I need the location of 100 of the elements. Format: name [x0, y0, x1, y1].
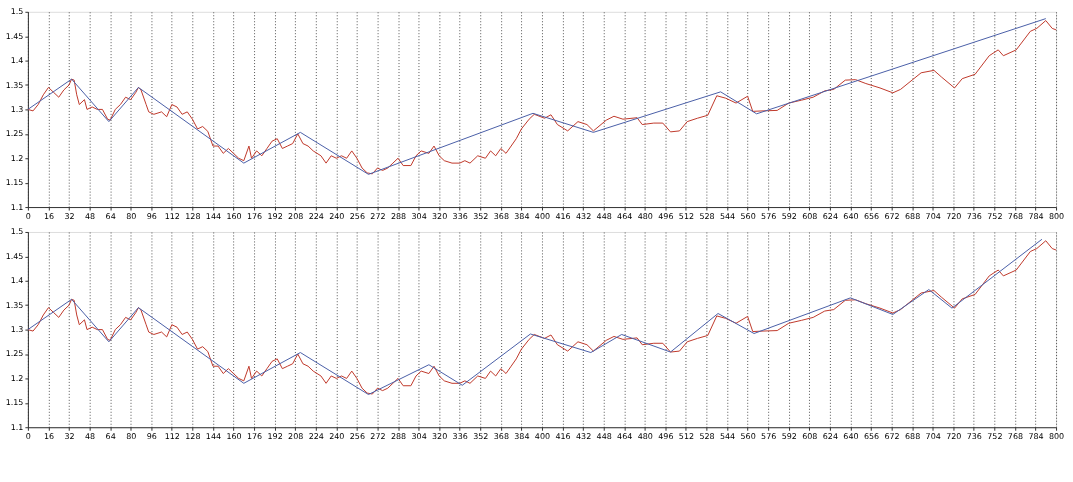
- x-tick-label: 576: [761, 431, 777, 441]
- x-tick-label: 800: [1048, 431, 1065, 441]
- x-tick-label: 672: [884, 211, 900, 221]
- x-tick-label: 480: [637, 431, 653, 441]
- x-tick-label: 400: [534, 431, 551, 441]
- x-tick-label: 368: [493, 211, 509, 221]
- x-tick-label: 304: [411, 431, 427, 441]
- x-tick-label: 64: [105, 431, 116, 441]
- x-tick-label: 608: [802, 211, 818, 221]
- x-tick-label: 336: [452, 211, 468, 221]
- x-tick-label: 448: [596, 431, 612, 441]
- x-tick-label: 656: [863, 431, 880, 441]
- x-tick-label: 48: [85, 431, 96, 441]
- x-tick-label: 720: [946, 431, 962, 441]
- x-tick-label: 464: [617, 211, 633, 221]
- x-tick-label: 208: [288, 211, 304, 221]
- y-tick-label: 1.2: [10, 153, 24, 163]
- x-tick-label: 672: [884, 431, 900, 441]
- x-tick-label: 80: [126, 431, 137, 441]
- x-tick-label: 160: [226, 431, 242, 441]
- y-tick-label: 1.25: [5, 129, 24, 139]
- y-tick-label: 1.45: [5, 251, 24, 261]
- x-tick-label: 624: [822, 211, 838, 221]
- y-tick-label: 1.5: [10, 227, 24, 237]
- x-tick-label: 192: [267, 431, 283, 441]
- x-tick-label: 768: [1007, 211, 1024, 221]
- x-tick-label: 624: [822, 431, 838, 441]
- y-tick-label: 1.15: [5, 398, 24, 408]
- x-tick-label: 496: [658, 431, 674, 441]
- x-tick-label: 304: [411, 211, 427, 221]
- y-tick-label: 1.35: [5, 300, 24, 310]
- x-tick-label: 272: [370, 431, 386, 441]
- x-tick-label: 160: [226, 211, 242, 221]
- y-tick-label: 1.1: [10, 202, 24, 212]
- x-tick-label: 144: [205, 431, 222, 441]
- x-tick-label: 784: [1028, 431, 1044, 441]
- x-tick-label: 640: [843, 211, 859, 221]
- x-tick-label: 528: [699, 211, 715, 221]
- x-tick-label: 512: [678, 211, 695, 221]
- x-tick-label: 112: [164, 211, 180, 221]
- x-tick-label: 480: [637, 211, 653, 221]
- x-tick-label: 720: [946, 211, 962, 221]
- x-tick-label: 288: [390, 431, 407, 441]
- x-tick-label: 512: [678, 431, 695, 441]
- x-tick-label: 240: [329, 211, 345, 221]
- x-tick-label: 352: [473, 431, 489, 441]
- x-tick-label: 192: [267, 211, 283, 221]
- y-tick-label: 1.25: [5, 349, 24, 359]
- x-tick-label: 752: [987, 211, 1003, 221]
- x-tick-label: 384: [514, 211, 530, 221]
- x-tick-label: 128: [185, 431, 201, 441]
- x-tick-label: 368: [493, 431, 509, 441]
- x-tick-label: 416: [555, 431, 571, 441]
- x-tick-label: 400: [534, 211, 551, 221]
- x-tick-label: 96: [146, 431, 157, 441]
- y-tick-label: 1.5: [10, 7, 24, 17]
- x-tick-label: 112: [164, 431, 180, 441]
- x-tick-label: 640: [843, 431, 859, 441]
- x-tick-label: 448: [596, 211, 612, 221]
- x-tick-label: 688: [905, 431, 921, 441]
- x-tick-label: 416: [555, 211, 571, 221]
- x-tick-label: 48: [85, 211, 96, 221]
- x-tick-label: 208: [288, 431, 304, 441]
- x-tick-label: 256: [349, 431, 366, 441]
- x-tick-label: 784: [1028, 211, 1044, 221]
- x-tick-label: 608: [802, 431, 818, 441]
- x-tick-label: 592: [781, 431, 797, 441]
- x-tick-label: 176: [246, 431, 263, 441]
- x-tick-label: 224: [308, 431, 324, 441]
- x-tick-label: 752: [987, 431, 1003, 441]
- x-tick-label: 768: [1007, 431, 1024, 441]
- x-tick-label: 576: [761, 211, 777, 221]
- x-tick-label: 272: [370, 211, 386, 221]
- x-tick-label: 0: [25, 211, 31, 221]
- x-tick-label: 352: [473, 211, 489, 221]
- x-tick-label: 432: [576, 431, 592, 441]
- x-tick-label: 128: [185, 211, 201, 221]
- y-tick-label: 1.35: [5, 80, 24, 90]
- x-tick-label: 336: [452, 431, 468, 441]
- y-tick-label: 1.4: [10, 276, 24, 286]
- y-tick-label: 1.3: [10, 104, 24, 114]
- x-tick-label: 736: [966, 431, 982, 441]
- x-tick-label: 704: [925, 431, 941, 441]
- x-tick-label: 384: [514, 431, 530, 441]
- x-tick-label: 96: [146, 211, 157, 221]
- x-tick-label: 592: [781, 211, 797, 221]
- x-tick-label: 528: [699, 431, 715, 441]
- x-tick-label: 240: [329, 431, 345, 441]
- y-tick-label: 1.15: [5, 178, 24, 188]
- x-tick-label: 288: [390, 211, 407, 221]
- x-tick-label: 496: [658, 211, 674, 221]
- x-tick-label: 432: [576, 211, 592, 221]
- x-tick-label: 16: [43, 211, 55, 221]
- x-tick-label: 736: [966, 211, 982, 221]
- x-tick-label: 320: [432, 431, 448, 441]
- y-tick-label: 1.4: [10, 56, 24, 66]
- x-tick-label: 32: [64, 211, 75, 221]
- x-tick-label: 560: [740, 431, 756, 441]
- x-tick-label: 656: [863, 211, 880, 221]
- y-tick-label: 1.3: [10, 325, 24, 335]
